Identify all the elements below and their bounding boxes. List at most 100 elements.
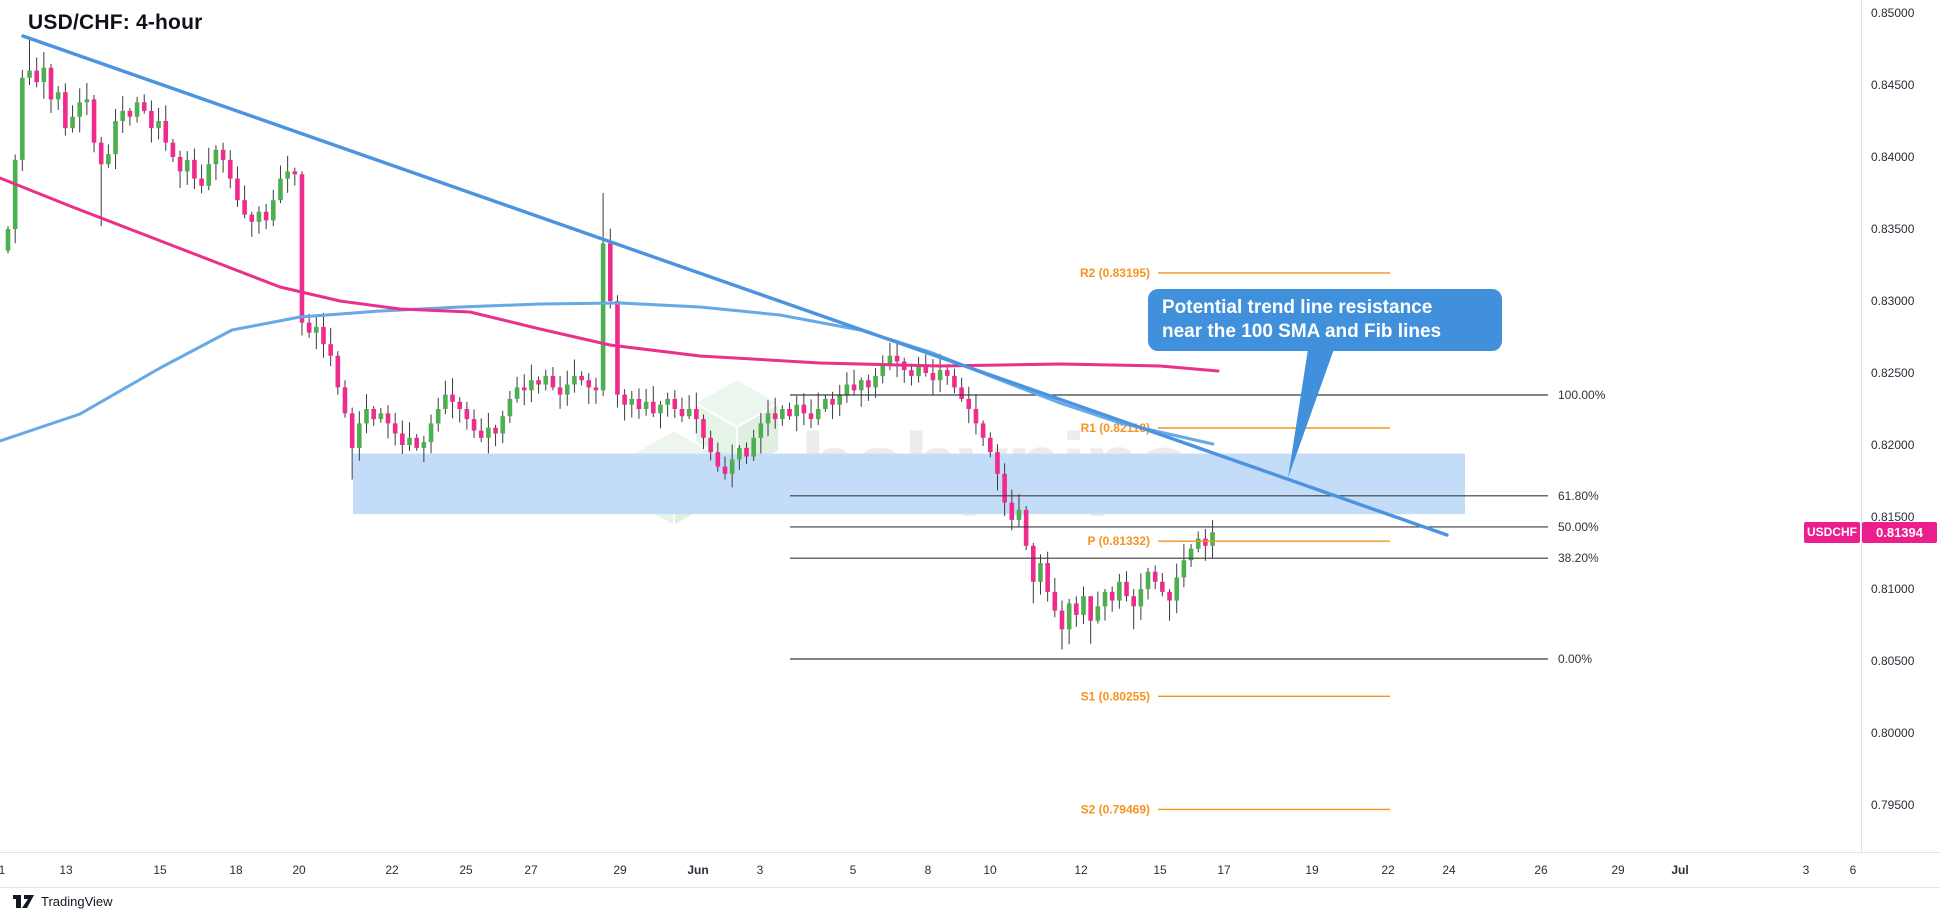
candle-up [1016,509,1022,520]
sma-100-line[interactable] [0,301,1215,446]
candle-down [149,110,154,129]
candle-up [314,326,319,333]
sma-200-line[interactable] [0,176,1220,373]
candle-up [758,423,764,438]
candle-up [916,365,921,376]
candle-down [306,322,312,333]
candle-down [177,157,183,172]
candle-up [873,375,878,388]
candle-up [844,384,850,395]
candle-down [830,398,835,405]
candle-down [220,149,226,160]
price-axis-label: 0.83000 [1871,294,1915,308]
candle-up [428,423,434,443]
candle-up [70,116,75,129]
candle-down [48,67,54,100]
candle-down [1203,538,1208,546]
candle-up [937,370,943,381]
candle-down [930,373,936,381]
candle-up [5,229,11,251]
candle-up [600,243,606,391]
candle-down [263,211,269,221]
candle-up [815,409,821,420]
candle-up [1095,606,1101,621]
candle-down [944,370,950,376]
time-axis-label: 27 [524,863,538,877]
time-axis-label: Jul [1671,863,1689,877]
candle-down [801,404,807,414]
candle-up [156,121,161,129]
trend-line-layer[interactable] [21,34,1449,537]
tradingview-logo[interactable]: TradingView [13,894,113,909]
candle-up [887,355,893,366]
candle-down [636,398,642,409]
candle-down [607,243,613,301]
last-price-badge: 0.81394 [1862,522,1937,543]
candle-down [694,409,699,420]
time-axis-label: 15 [1153,863,1167,877]
candle-down [478,430,484,438]
candle-up [77,102,82,117]
candle-up [665,398,670,405]
price-axis-label: 0.79500 [1871,798,1915,812]
candle-down [651,401,656,414]
descending-trend-line[interactable] [21,34,1449,537]
candle-down [493,427,498,434]
candle-up [1066,603,1072,630]
candle-up [500,416,506,434]
candle-down [192,159,197,179]
price-axis-label: 0.82000 [1871,438,1915,452]
time-axis-label: 15 [153,863,167,877]
candle-down [980,423,986,438]
candle-down [342,387,348,414]
candle-down [1023,509,1029,546]
fib-retracement-layer[interactable]: 100.00% 61.80% 50.00% 38.20% 0.00% [790,388,1606,666]
candle-down [91,99,97,143]
candle-down [923,365,929,373]
time-axis-label: 22 [385,863,399,877]
candle-down [34,70,39,83]
candle-down [1109,591,1115,601]
candle-down [715,452,721,467]
support-resistance-zone[interactable] [353,453,1465,515]
callout-line2: near the 100 SMA and Fib lines [1162,321,1442,343]
time-axis-label: 18 [229,863,243,877]
candle-down [521,387,527,391]
price-axis-label: 0.81500 [1871,510,1915,524]
candle-down [299,174,305,323]
price-axis[interactable]: 0.85000 0.84500 0.84000 0.83500 0.83000 0.825… [1861,0,1940,888]
candle-up [364,409,369,424]
symbol-badge: USDCHF [1804,522,1860,543]
candles-layer [5,38,1215,650]
callout-line1: Potential trend line resistance [1162,297,1433,318]
candle-down [966,398,972,409]
candle-down [249,214,255,222]
candle-down [235,178,240,201]
annotation-callout[interactable]: Potential trend line resistance near the… [1148,289,1502,351]
candle-up [407,437,412,445]
candle-up [507,398,513,417]
candle-down [744,447,749,457]
candle-down [292,171,298,175]
time-axis-label: 25 [459,863,473,877]
candle-up [1117,581,1122,601]
price-axis-label: 0.80500 [1871,654,1915,668]
candle-down [536,380,541,385]
candle-down [321,326,326,345]
candle-down [170,142,176,157]
candle-down [328,344,333,356]
time-axis-label: 3 [756,863,764,877]
time-axis-label: 6 [1849,863,1857,877]
candle-up [564,384,570,395]
time-axis[interactable]: 1 13 15 18 20 22 25 27 29 Jun 3 5 8 10 12 15 17 19 22 24 26 2… [0,852,1940,888]
moving-averages-layer [0,176,1220,446]
candle-down [1009,502,1015,520]
candle-down [400,433,405,445]
candle-down [1074,603,1079,615]
time-axis-label: 3 [1802,863,1810,877]
candle-up [41,67,47,83]
fib-level-label: 61.80% [1558,489,1599,503]
candle-up [378,413,384,420]
